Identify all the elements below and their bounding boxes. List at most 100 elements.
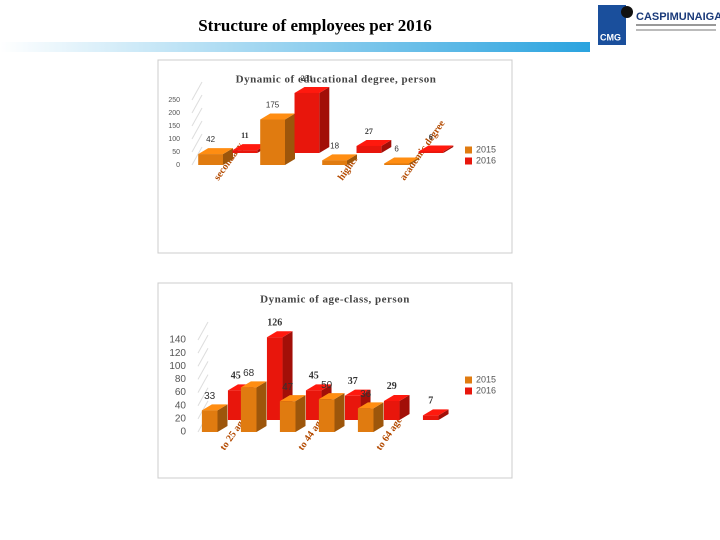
bar-side xyxy=(334,393,345,432)
bar-top xyxy=(279,395,306,402)
y-tick-label: 80 xyxy=(175,374,187,385)
logo-name: CASPIMUNAIGAS xyxy=(636,11,720,23)
bar-top xyxy=(344,389,371,396)
y-tick-label: 250 xyxy=(168,97,180,104)
bar-top xyxy=(418,145,454,152)
legend-label: 2016 xyxy=(476,385,496,395)
bar xyxy=(422,415,439,420)
bar-top xyxy=(384,157,419,164)
legend-swatch xyxy=(465,387,472,395)
y-tick-label: 100 xyxy=(169,361,186,372)
y-tick-label: 100 xyxy=(168,136,180,143)
y-tick-label: 20 xyxy=(175,413,187,424)
legend-swatch xyxy=(465,146,472,154)
data-label: 27 xyxy=(365,127,373,136)
bar-side xyxy=(223,148,233,165)
data-label: 18 xyxy=(330,141,339,150)
grid-line xyxy=(191,120,203,140)
y-tick-label: 150 xyxy=(168,123,180,130)
bar-side xyxy=(256,381,267,432)
data-label: 6 xyxy=(429,132,433,141)
data-label: 6 xyxy=(394,145,399,154)
bar xyxy=(198,154,223,165)
bar-top xyxy=(356,139,392,146)
bar-top xyxy=(266,331,293,338)
bar-top xyxy=(198,148,233,155)
bar-side xyxy=(285,113,295,165)
data-label: 33 xyxy=(204,391,216,402)
data-label: 11 xyxy=(241,131,249,140)
y-tick-label: 0 xyxy=(180,427,186,438)
grid-line xyxy=(197,348,209,367)
bar xyxy=(344,395,361,420)
bar xyxy=(322,160,347,165)
bar-top xyxy=(383,394,410,401)
bar-side xyxy=(347,154,357,165)
data-label: 45 xyxy=(231,371,241,382)
bar-top xyxy=(422,409,449,416)
grid-line xyxy=(197,334,209,354)
bar xyxy=(294,92,320,153)
data-label: 231 xyxy=(301,74,313,83)
slide-title: Structure of employees per 2016 xyxy=(198,16,432,35)
bar-top xyxy=(232,144,268,151)
bar xyxy=(383,400,400,420)
bar-top xyxy=(305,384,332,391)
grid-line xyxy=(191,81,203,101)
bar-side xyxy=(373,402,384,432)
legend-label: 2016 xyxy=(476,155,496,165)
data-label: 126 xyxy=(267,317,282,328)
grid-line xyxy=(191,107,203,127)
y-tick-label: 120 xyxy=(169,348,186,359)
header-stripe xyxy=(0,42,590,52)
chart-frame xyxy=(157,282,513,479)
bar xyxy=(201,410,218,432)
bar xyxy=(266,337,283,420)
grid-line xyxy=(191,133,203,153)
grid-line xyxy=(197,374,209,393)
bar xyxy=(232,150,258,153)
bar-side xyxy=(295,395,306,432)
y-tick-label: 0 xyxy=(176,162,180,169)
bar-top xyxy=(322,154,357,161)
grid-line xyxy=(197,321,209,341)
grid-line xyxy=(191,94,203,114)
bar-side xyxy=(217,404,228,432)
data-label: 47 xyxy=(282,382,294,393)
data-label: 175 xyxy=(266,101,280,110)
data-label: 50 xyxy=(321,380,333,391)
data-label: 7 xyxy=(428,396,433,407)
bar xyxy=(357,408,374,432)
bar-top xyxy=(294,86,330,93)
data-label: 42 xyxy=(206,135,215,144)
y-tick-label: 40 xyxy=(175,400,187,411)
data-label: 45 xyxy=(309,371,319,382)
y-tick-label: 60 xyxy=(175,387,187,398)
y-tick-label: 200 xyxy=(168,110,180,117)
logo-line xyxy=(636,24,716,26)
bar xyxy=(384,163,409,165)
bar xyxy=(279,401,296,432)
bar xyxy=(240,387,257,432)
chart-title: Dynamic of age-class, person xyxy=(260,294,410,306)
bar-side xyxy=(443,145,454,153)
legend-label: 2015 xyxy=(476,144,496,154)
bar-top xyxy=(260,113,295,120)
bar-top xyxy=(357,402,384,409)
bar-side xyxy=(438,409,449,420)
bar-side xyxy=(399,394,410,420)
bar xyxy=(418,151,444,153)
bar xyxy=(260,119,285,165)
data-label: 68 xyxy=(243,368,255,379)
bar-side xyxy=(409,157,419,165)
bar-side xyxy=(381,139,392,153)
grid-line xyxy=(191,146,203,166)
data-label: 36 xyxy=(360,389,372,400)
y-tick-label: 140 xyxy=(169,335,186,346)
legend-label: 2015 xyxy=(476,374,496,384)
bar-top xyxy=(240,381,267,388)
data-label: 37 xyxy=(348,376,358,387)
legend-swatch xyxy=(465,376,472,384)
